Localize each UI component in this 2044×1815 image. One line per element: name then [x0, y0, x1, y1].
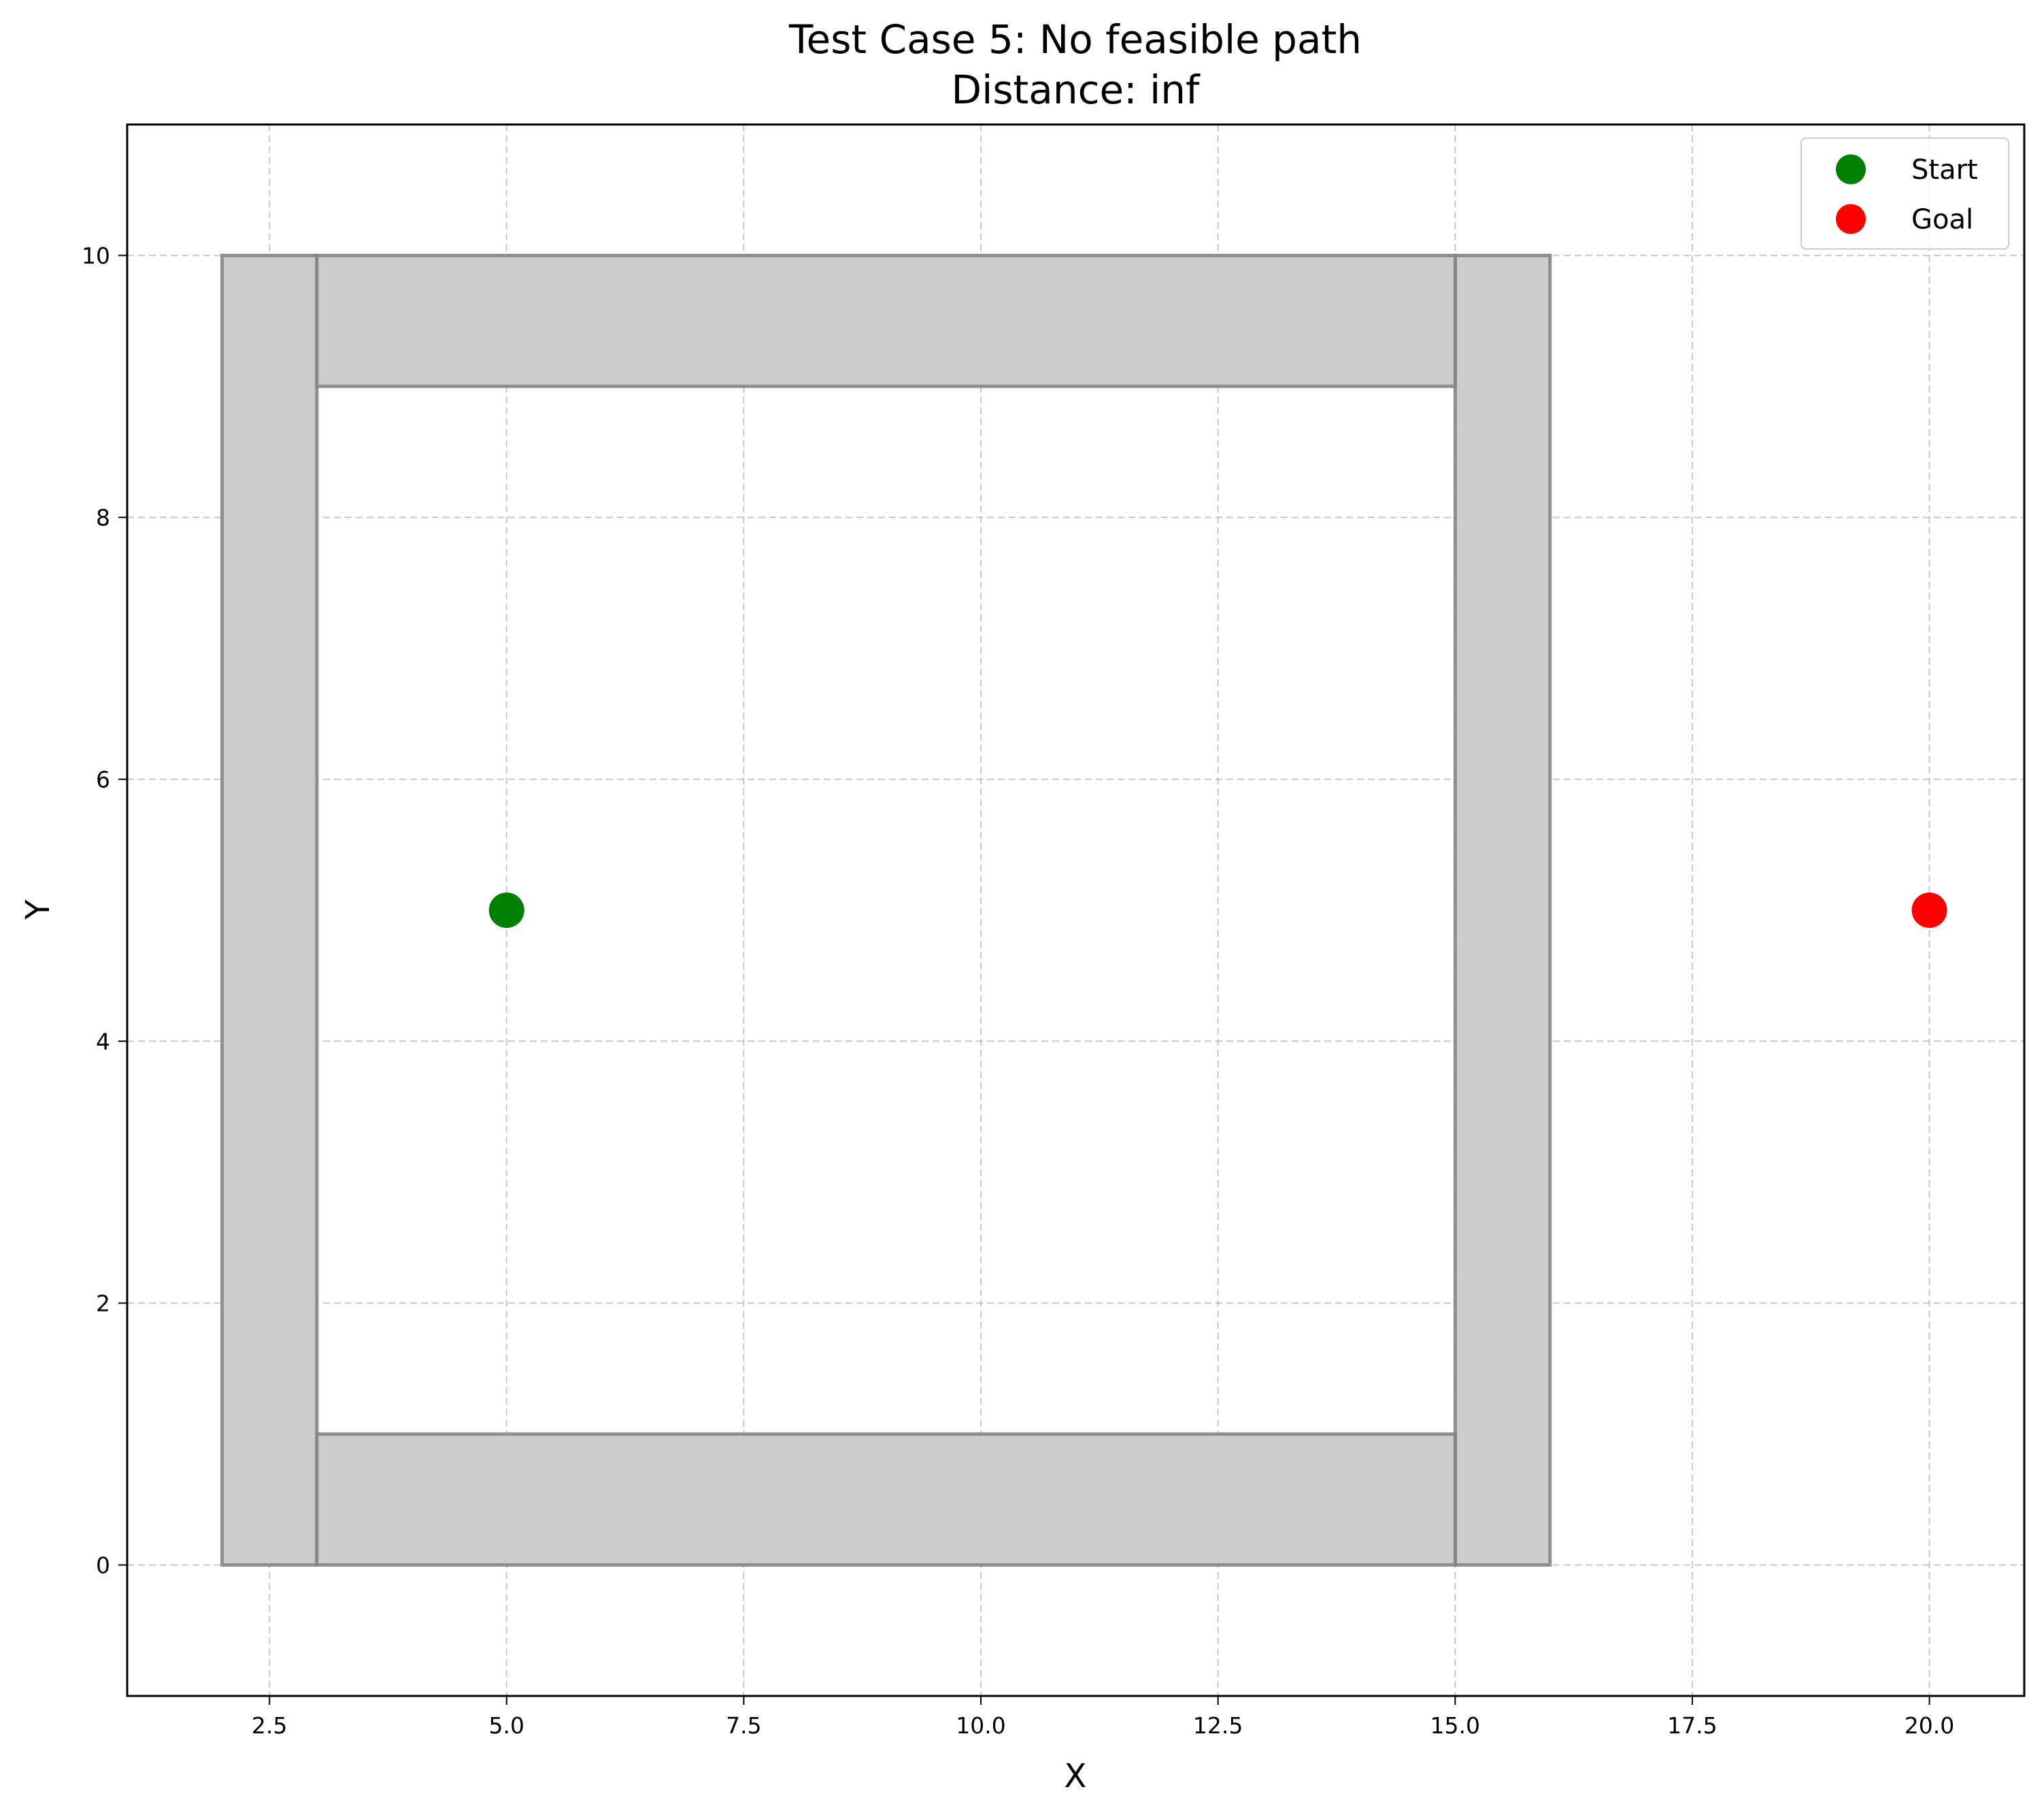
obstacle-1: [1453, 254, 1552, 1567]
x-tick-label-0: 2.5: [252, 1712, 287, 1739]
y-tick-label-1: 2: [96, 1291, 110, 1317]
chart-title: Test Case 5: No feasible path: [788, 16, 1362, 63]
chart-subtitle: Distance: inf: [952, 67, 1201, 113]
y-tick-label-5: 10: [82, 243, 110, 269]
legend: Start Goal: [1800, 137, 2009, 250]
x-tick-label-3: 10.0: [956, 1712, 1005, 1739]
x-tick-label-2: 7.5: [726, 1712, 761, 1739]
y-axis-label: Y: [19, 899, 57, 920]
y-tick-label-2: 4: [96, 1029, 110, 1055]
x-tick-label-1: 5.0: [489, 1712, 524, 1739]
x-tick-label-4: 12.5: [1193, 1712, 1243, 1739]
legend-label-start: Start: [1911, 154, 1978, 186]
start-point-0: [488, 893, 524, 928]
legend-marker-start: [1836, 154, 1866, 184]
x-tick-label-7: 20.0: [1905, 1712, 1954, 1739]
legend-label-goal: Goal: [1911, 204, 1973, 235]
x-tick-label-6: 17.5: [1667, 1712, 1717, 1739]
obstacle-3: [315, 1432, 1457, 1567]
goal-point-0: [1911, 893, 1947, 928]
y-tick-label-0: 0: [96, 1552, 110, 1579]
obstacle-2: [315, 254, 1457, 388]
obstacle-0: [220, 254, 319, 1567]
data-points: [488, 893, 1947, 928]
x-tick-label-5: 15.0: [1430, 1712, 1480, 1739]
y-tick-label-4: 8: [96, 505, 110, 531]
legend-marker-goal: [1836, 204, 1866, 234]
plot-frame: [126, 123, 2026, 1697]
x-axis-label: X: [1065, 1757, 1087, 1795]
obstacles: [220, 254, 1552, 1567]
axis-ticks: 2.5 5.0 7.5 10.0 12.5 15.0 17.5 20.0 0 2 4 6 8 10: [82, 243, 1954, 1739]
y-tick-label-3: 6: [96, 767, 110, 793]
